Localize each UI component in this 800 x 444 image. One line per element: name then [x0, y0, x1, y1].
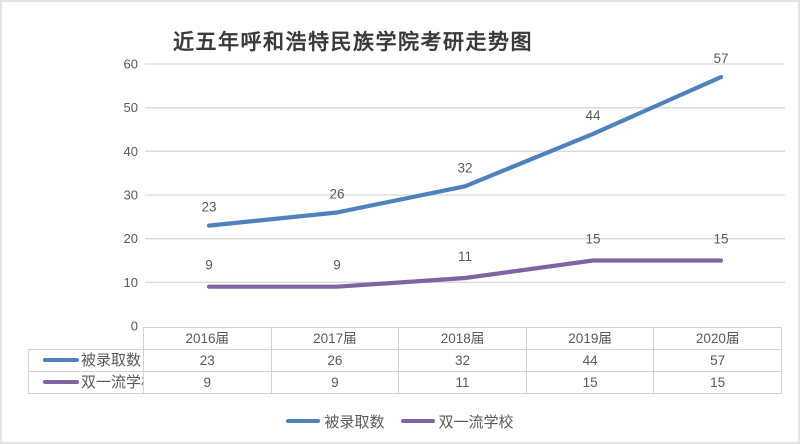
table-header-row: 2016届 2017届 2018届 2019届 2020届	[29, 327, 782, 350]
table-value-cell: 9	[270, 371, 400, 394]
data-point-label: 32	[457, 160, 472, 175]
legend-line-icon	[400, 419, 435, 423]
data-point-label: 15	[713, 232, 728, 247]
y-axis-tick-label: 10	[124, 275, 138, 290]
table-value-cell: 23	[143, 349, 272, 372]
data-point-label: 23	[201, 200, 216, 215]
data-point-label: 9	[333, 258, 341, 273]
table-column-header: 2019届	[525, 327, 655, 350]
legend-line-icon	[43, 357, 79, 362]
y-axis-tick-label: 20	[124, 231, 138, 246]
table-value-cell: 15	[525, 371, 655, 394]
y-axis-tick-label: 50	[124, 100, 138, 115]
table-value-cell: 9	[143, 371, 272, 394]
legend: 被录取数 双一流学校	[2, 410, 798, 432]
table-value-cell: 32	[398, 349, 527, 372]
legend-line-icon	[43, 379, 79, 384]
table-value-cell: 15	[653, 371, 782, 394]
legend-item: 被录取数	[286, 411, 385, 432]
series-name-label: 被录取数	[81, 352, 142, 369]
legend-item-label: 被录取数	[324, 413, 385, 431]
table-column-header: 2016届	[143, 327, 272, 350]
y-axis-tick-label: 40	[124, 144, 138, 159]
table-value-cell: 44	[525, 349, 655, 372]
legend-item: 双一流学校	[400, 411, 514, 432]
table-value-cell: 11	[398, 371, 527, 394]
data-point-label: 15	[585, 232, 600, 247]
table-value-cell: 57	[653, 349, 782, 372]
series-label-cell: 双一流学校	[28, 371, 144, 394]
y-axis-tick-label: 60	[124, 57, 138, 72]
data-point-label: 57	[713, 51, 728, 66]
table-column-header: 2018届	[398, 327, 527, 350]
table-column-header: 2017届	[270, 327, 400, 350]
table-column-header: 2020届	[653, 327, 782, 350]
table-value-cell: 26	[270, 349, 400, 372]
series-line-1	[206, 74, 724, 228]
chart-title: 近五年呼和浩特民族学院考研走势图	[173, 30, 533, 54]
table-corner-cell	[29, 328, 144, 350]
data-point-label: 11	[458, 249, 472, 264]
legend-line-icon	[286, 419, 321, 423]
data-table: 2016届 2017届 2018届 2019届 2020届 被录取数 23 26 32 44 57 双…	[28, 327, 782, 394]
series-name-label: 双一流学校	[81, 374, 143, 391]
series-line-2	[206, 258, 724, 289]
table-row: 被录取数 23 26 32 44 57	[28, 349, 782, 372]
series-label-cell: 被录取数	[28, 349, 144, 372]
table-row: 双一流学校99111515	[28, 371, 782, 394]
y-axis-tick-label: 30	[124, 188, 138, 203]
data-point-label: 9	[205, 258, 213, 273]
legend-item-label: 双一流学校	[438, 413, 514, 431]
data-point-label: 26	[329, 187, 344, 202]
y-axis-tick-label: 0	[131, 319, 138, 334]
data-point-label: 44	[585, 108, 601, 123]
